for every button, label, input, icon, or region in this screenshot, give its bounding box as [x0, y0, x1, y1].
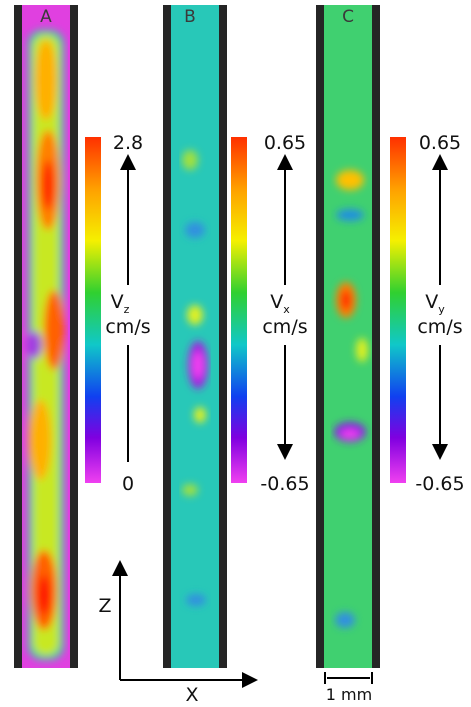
axis-label: X	[185, 684, 198, 706]
panel-a: A	[14, 5, 78, 668]
quantity-subscript: z	[124, 303, 130, 316]
unit: cm/s	[262, 316, 307, 338]
quantity: Vx	[270, 291, 290, 316]
quantity-symbol: V	[425, 291, 438, 313]
panel-c: C	[316, 5, 380, 668]
colorbar-a: 2.8 Vz cm/s 0	[85, 132, 151, 495]
colorbar-b: 0.65 Vx cm/s -0.65	[231, 132, 310, 495]
figure: A B C 2.8 Vz cm/s 0 0.65 Vx cm/s -0.65	[0, 0, 471, 707]
quantity-subscript: x	[283, 303, 290, 316]
colorbar-min: -0.65	[260, 473, 309, 495]
colorbar-max: 0.65	[264, 132, 306, 154]
panel-label: A	[40, 7, 52, 27]
quantity-subscript: y	[438, 303, 445, 316]
unit: cm/s	[105, 316, 150, 338]
scale-bar: 1 mm	[325, 672, 372, 704]
axis-label: Z	[98, 595, 111, 617]
quantity: Vz	[111, 291, 130, 316]
unit: cm/s	[417, 316, 462, 338]
colorbar-max: 2.8	[113, 132, 143, 154]
scale-label: 1 mm	[326, 685, 372, 704]
quantity-symbol: V	[111, 291, 124, 313]
panel-label: B	[184, 7, 196, 27]
quantity: Vy	[425, 291, 445, 316]
quantity-symbol: V	[270, 291, 283, 313]
colorbar-max: 0.65	[419, 132, 461, 154]
panel-b: B	[163, 5, 227, 668]
colorbar-c: 0.65 Vy cm/s -0.65	[390, 132, 465, 495]
panel-label: C	[342, 7, 354, 27]
colorbar-min: 0	[122, 473, 134, 495]
colorbar-min: -0.65	[415, 473, 464, 495]
